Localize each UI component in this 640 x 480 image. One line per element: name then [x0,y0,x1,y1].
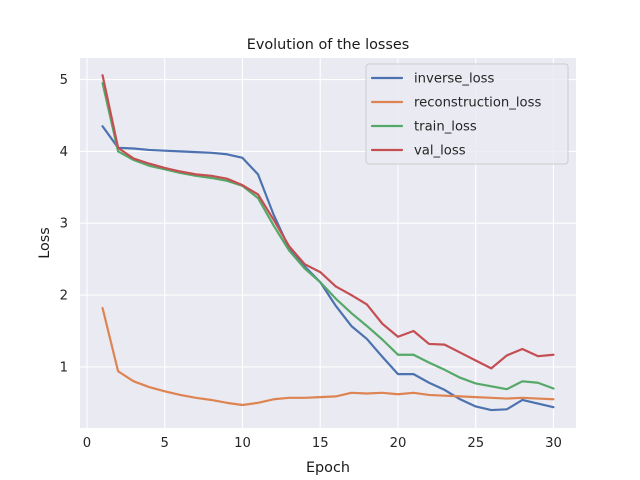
x-tick-label: 10 [234,436,251,451]
x-axis-ticks: 0 5 10 15 20 25 30 [83,436,562,451]
y-tick-label: 1 [60,360,68,375]
y-tick-label: 4 [60,145,68,160]
x-tick-label: 0 [83,436,91,451]
legend: inverse_loss reconstruction_loss train_los… [365,63,569,165]
series-line-reconstruction-loss [101,306,555,407]
x-axis-label: Epoch [306,460,350,476]
series-line-val-loss [101,74,555,370]
x-tick-label: 30 [545,436,562,451]
legend-box [365,63,569,165]
legend-label-reconstruction-loss: reconstruction_loss [414,96,541,111]
x-tick-label: 25 [467,436,484,451]
series-lines [101,74,555,412]
x-tick-label: 5 [161,436,169,451]
y-tick-label: 3 [60,217,68,232]
chart-title: Evolution of the losses [247,37,409,53]
x-tick-label: 20 [390,436,407,451]
y-tick-label: 5 [60,73,68,88]
legend-label-val-loss: val_loss [414,144,466,159]
legend-label-inverse-loss: inverse_loss [414,72,495,87]
x-tick-label: 15 [312,436,329,451]
legend-items: inverse_loss reconstruction_loss train_los… [370,72,541,159]
y-axis-ticks: 1 2 3 4 5 [60,73,68,375]
series-line-train-loss [101,82,555,391]
series-line-inverse-loss [101,125,555,412]
y-tick-label: 2 [60,289,68,304]
legend-label-train-loss: train_loss [414,120,477,135]
y-axis-label: Loss [37,227,53,259]
